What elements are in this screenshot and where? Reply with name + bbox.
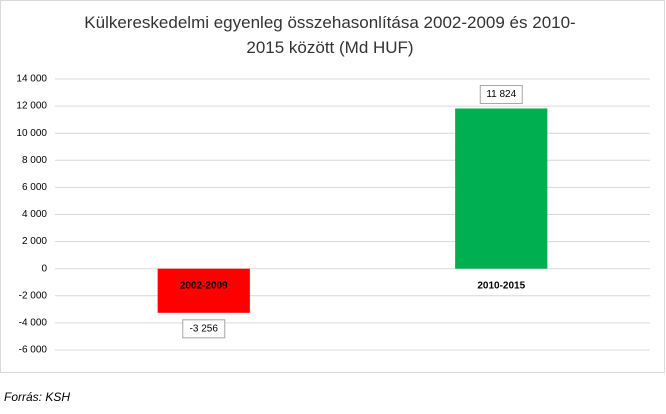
y-tick-label: -2 000: [19, 290, 48, 301]
y-tick-label: 0: [41, 263, 47, 274]
category-label: 2010-2015: [477, 280, 525, 291]
y-tick-label: 4 000: [22, 209, 47, 220]
y-tick-label: 14 000: [16, 74, 47, 85]
chart-title: Külkereskedelmi egyenleg összehasonlítás…: [84, 13, 576, 57]
value-label-box: [479, 84, 523, 104]
chart-frame: [0, 0, 665, 373]
value-label: -3 256: [190, 323, 219, 334]
category-label: 2002-2009: [180, 280, 228, 291]
y-tick-label: -6 000: [19, 345, 48, 356]
value-label: 11 824: [486, 89, 516, 100]
y-tick-label: 6 000: [22, 182, 47, 193]
bar: [455, 108, 548, 269]
y-tick-label: 8 000: [22, 155, 47, 166]
y-tick-label: 12 000: [16, 101, 47, 112]
bar: [157, 268, 250, 313]
source-note: Forrás: KSH: [4, 390, 71, 404]
y-tick-label: 2 000: [22, 236, 47, 247]
value-label-box: [182, 319, 226, 339]
y-tick-label: 10 000: [16, 128, 47, 139]
y-tick-label: -4 000: [19, 318, 48, 329]
